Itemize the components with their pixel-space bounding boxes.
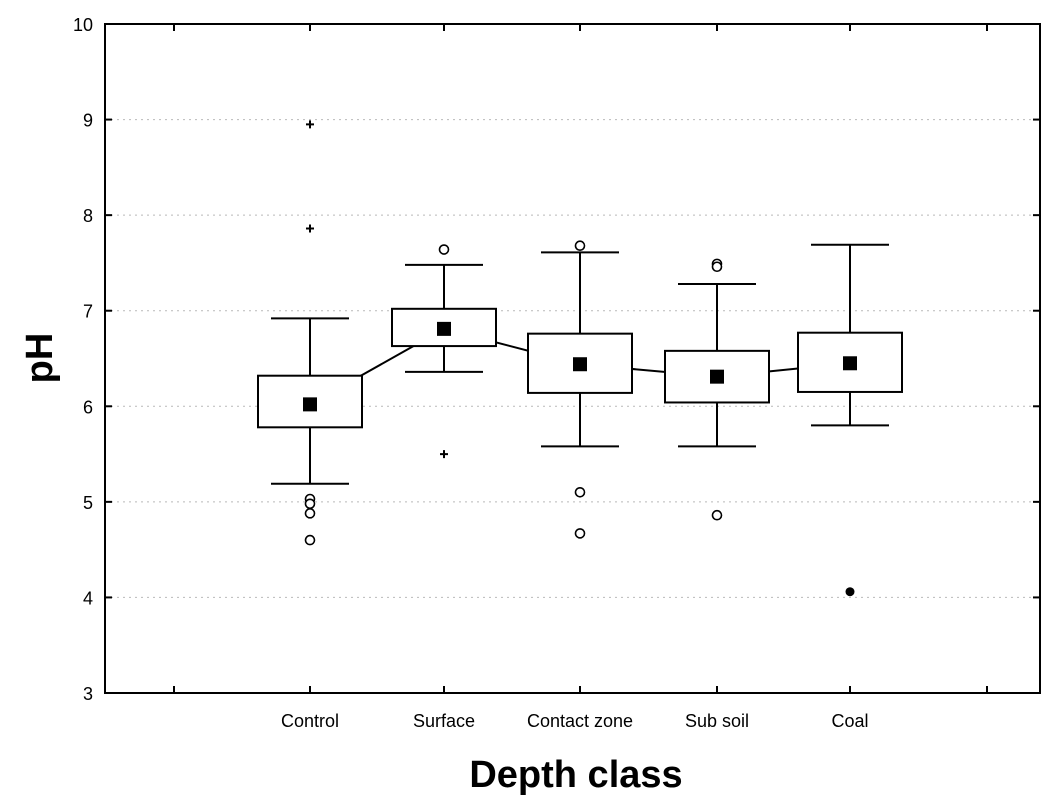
y-tick-label: 5	[83, 493, 93, 513]
outlier-point	[711, 509, 723, 521]
outlier-point	[574, 240, 586, 252]
axis-ticks: 3 4 5 6 7 8 9 10 Control Surface Contact zone Sub s…	[73, 15, 1040, 731]
iqr-box	[797, 331, 903, 393]
box-contact-zone	[527, 240, 633, 539]
median-marker	[303, 397, 317, 412]
x-category-label: Coal	[831, 711, 868, 731]
outlier-point	[304, 534, 316, 546]
y-tick-label: 9	[83, 111, 93, 131]
box-surface	[391, 244, 497, 459]
outlier-point	[574, 528, 586, 539]
outlier-point	[438, 244, 450, 255]
boxes	[257, 120, 903, 597]
y-tick-label: 4	[83, 588, 93, 608]
extreme-point	[306, 120, 314, 129]
median-marker	[843, 356, 857, 371]
extreme-point	[440, 450, 448, 459]
outlier-point	[304, 498, 316, 510]
x-axis-title: Depth class	[469, 754, 682, 795]
y-tick-label: 8	[83, 206, 93, 226]
y-tick-label: 3	[83, 684, 93, 704]
x-category-label: Contact zone	[527, 711, 633, 731]
median-marker	[710, 369, 724, 384]
extreme-point	[306, 224, 314, 233]
x-category-label: Surface	[413, 711, 475, 731]
x-category-label: Sub soil	[685, 711, 749, 731]
box-control	[257, 120, 363, 546]
y-tick-label: 6	[83, 397, 93, 417]
outlier-point	[574, 486, 586, 498]
outlier-point	[711, 261, 723, 273]
y-axis-title: pH	[19, 333, 61, 384]
median-marker	[437, 321, 451, 336]
box-coal	[797, 243, 903, 597]
plot-frame	[104, 23, 1041, 694]
extreme-point	[845, 587, 855, 597]
y-tick-label: 7	[83, 302, 93, 322]
x-category-label: Control	[281, 711, 339, 731]
box-sub-soil	[664, 258, 770, 521]
median-marker	[573, 357, 587, 372]
y-tick-label: 10	[73, 15, 93, 35]
outlier-point	[304, 508, 316, 519]
